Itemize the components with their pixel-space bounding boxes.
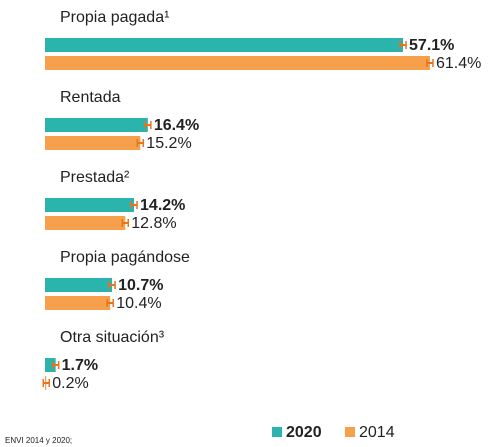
bar (45, 358, 56, 372)
bar (45, 198, 135, 212)
legend-swatch (345, 427, 355, 437)
value-label: 0.2% (52, 375, 88, 392)
value-label: 10.7% (118, 277, 163, 294)
value-label: 10.4% (116, 295, 161, 312)
legend-label: 2020 (286, 424, 322, 441)
bar (45, 56, 430, 70)
value-label: 12.8% (131, 215, 176, 232)
bar (45, 296, 111, 310)
category-label: Prestada² (60, 169, 130, 186)
category-label: Otra situación³ (60, 329, 165, 346)
bar (45, 38, 404, 52)
category-label: Propia pagándose (60, 249, 190, 266)
bar (45, 136, 141, 150)
value-label: 16.4% (154, 117, 199, 134)
bar (45, 278, 113, 292)
category-label: Rentada (60, 89, 121, 106)
value-label: 57.1% (409, 37, 454, 54)
bar (45, 118, 148, 132)
value-label: 15.2% (146, 135, 191, 152)
legend-label: 2014 (359, 424, 395, 441)
value-label: 61.4% (436, 55, 481, 72)
bar (45, 216, 126, 230)
source-note: ENVI 2014 y 2020; (5, 436, 72, 445)
category-label: Propia pagada¹ (60, 9, 169, 26)
legend-swatch (272, 427, 282, 437)
value-label: 14.2% (140, 197, 185, 214)
value-label: 1.7% (62, 357, 98, 374)
